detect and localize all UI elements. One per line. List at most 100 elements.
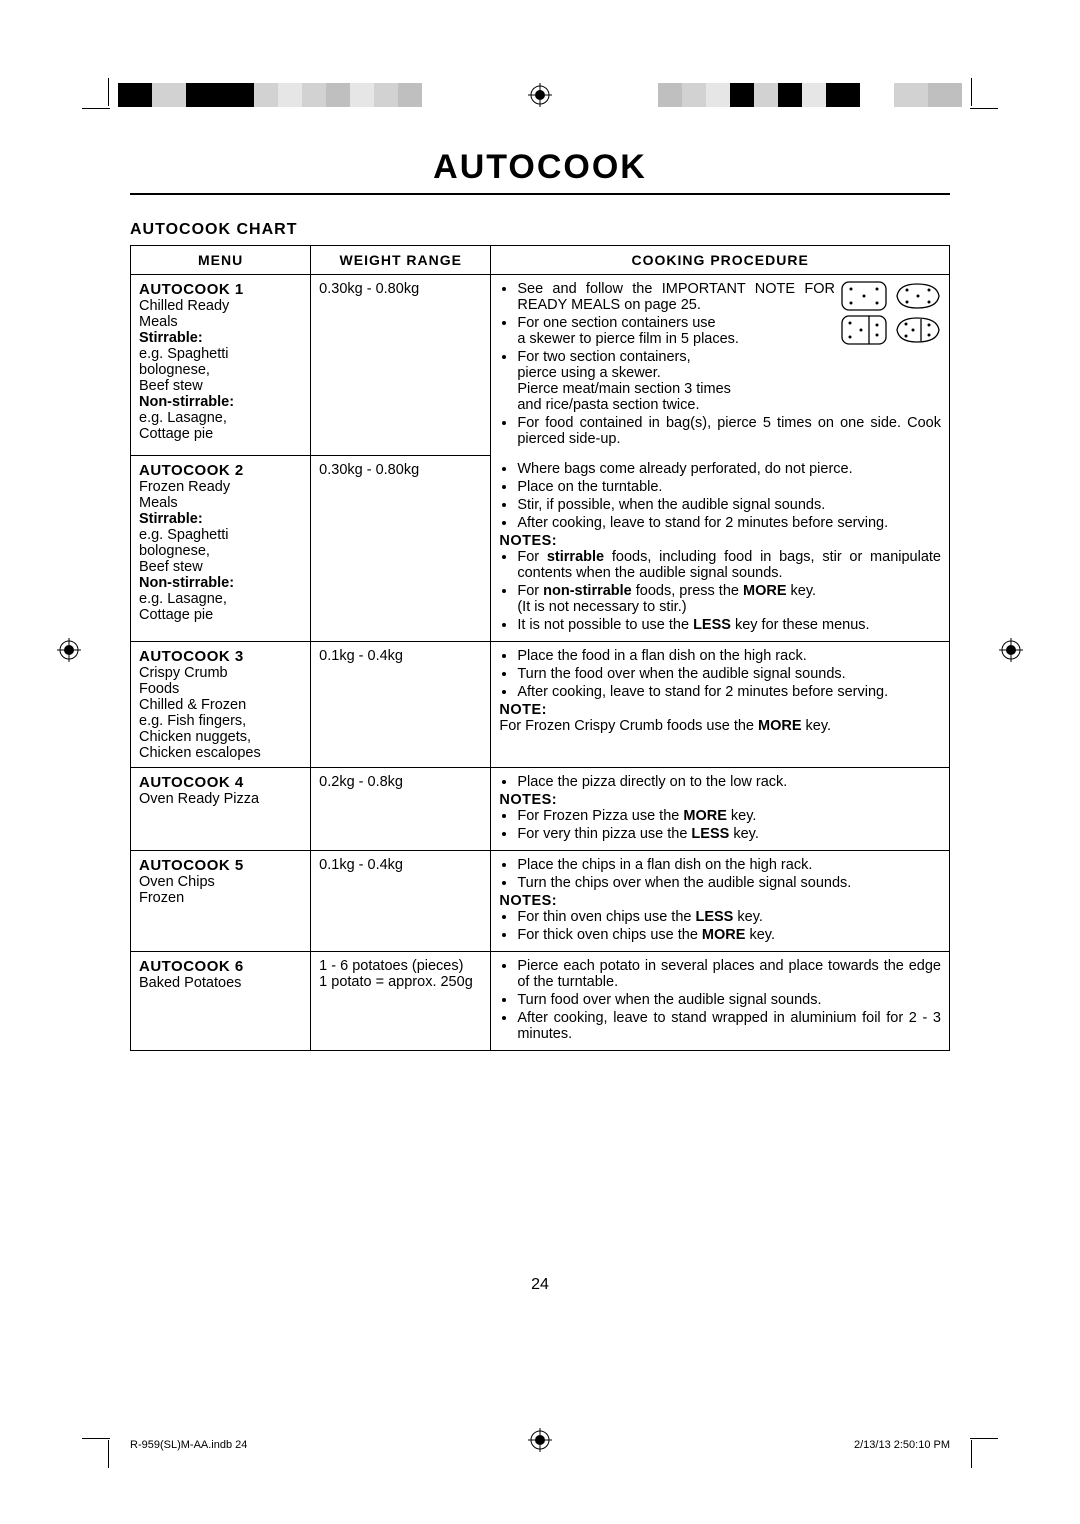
proc-item: It is not possible to use the LESS key f… <box>517 617 941 633</box>
proc-item: Where bags come already perforated, do n… <box>517 461 941 477</box>
proc-item: Turn the chips over when the audible sig… <box>517 875 941 891</box>
menu-text: e.g. Lasagne, <box>139 591 227 607</box>
menu-text: Chilled Ready <box>139 298 229 314</box>
proc-item: Place the pizza directly on to the low r… <box>517 774 941 790</box>
registration-mark-icon <box>528 83 552 107</box>
menu-text: Cottage pie <box>139 426 213 442</box>
menu-text: Meals <box>139 495 178 511</box>
menu-text: bolognese, <box>139 543 210 559</box>
table-row: AUTOCOOK 5 Oven Chips Frozen 0.1kg - 0.4… <box>131 851 950 952</box>
menu-heading: AUTOCOOK 6 <box>139 958 244 975</box>
proc-item: For two section containers, pierce using… <box>517 349 941 413</box>
table-row: AUTOCOOK 4 Oven Ready Pizza 0.2kg - 0.8k… <box>131 768 950 851</box>
menu-cell: AUTOCOOK 1 Chilled Ready Meals Stirrable… <box>131 275 311 456</box>
proc-item: Place on the turntable. <box>517 479 941 495</box>
autocook-chart-table: MENU WEIGHT RANGE COOKING PROCEDURE AUTO… <box>130 245 950 1051</box>
menu-text: Chicken nuggets, <box>139 729 251 745</box>
menu-subhead: Stirrable: <box>139 511 203 527</box>
notes-label: NOTE: <box>499 702 941 718</box>
crop-mark <box>82 1438 110 1439</box>
menu-text: Chilled & Frozen <box>139 697 246 713</box>
proc-item: For thick oven chips use the MORE key. <box>517 927 941 943</box>
registration-mark-icon <box>528 1428 552 1452</box>
table-row: AUTOCOOK 3 Crispy Crumb Foods Chilled & … <box>131 642 950 768</box>
menu-text: Crispy Crumb <box>139 665 228 681</box>
page-number: 24 <box>0 1276 1080 1294</box>
menu-text: Foods <box>139 681 179 697</box>
menu-text: Baked Potatoes <box>139 975 241 991</box>
menu-heading: AUTOCOOK 2 <box>139 462 244 479</box>
header-procedure: COOKING PROCEDURE <box>491 246 950 275</box>
menu-cell: AUTOCOOK 2 Frozen Ready Meals Stirrable:… <box>131 455 311 642</box>
chart-subtitle: AUTOCOOK CHART <box>130 221 950 239</box>
proc-item: For Frozen Pizza use the MORE key. <box>517 808 941 824</box>
weight-cell: 0.1kg - 0.4kg <box>311 642 491 768</box>
menu-text: Frozen Ready <box>139 479 230 495</box>
weight-cell: 0.1kg - 0.4kg <box>311 851 491 952</box>
page-title: AUTOCOOK <box>130 148 950 195</box>
menu-heading: AUTOCOOK 5 <box>139 857 244 874</box>
menu-cell: AUTOCOOK 3 Crispy Crumb Foods Chilled & … <box>131 642 311 768</box>
menu-text: e.g. Fish fingers, <box>139 713 246 729</box>
menu-heading: AUTOCOOK 1 <box>139 281 244 298</box>
crop-mark <box>970 108 998 109</box>
menu-subhead: Stirrable: <box>139 330 203 346</box>
proc-item: For stirrable foods, including food in b… <box>517 549 941 581</box>
menu-text: Meals <box>139 314 178 330</box>
proc-item: For non-stirrable foods, press the MORE … <box>517 583 941 615</box>
table-row: AUTOCOOK 2 Frozen Ready Meals Stirrable:… <box>131 455 950 642</box>
menu-text: Oven Ready Pizza <box>139 791 259 807</box>
proc-item: For food contained in bag(s), pierce 5 t… <box>517 415 941 447</box>
menu-subhead: Non-stirrable: <box>139 394 234 410</box>
header-menu: MENU <box>131 246 311 275</box>
proc-note-text: For Frozen Crispy Crumb foods use the MO… <box>499 718 941 734</box>
procedure-cell: Where bags come already perforated, do n… <box>491 455 950 642</box>
procedure-cell: Place the food in a flan dish on the hig… <box>491 642 950 768</box>
proc-item: Pierce each potato in several places and… <box>517 958 941 990</box>
registration-mark-icon <box>57 638 81 662</box>
notes-label: NOTES: <box>499 533 941 549</box>
proc-item: After cooking, leave to stand wrapped in… <box>517 1010 941 1042</box>
crop-mark <box>82 108 110 109</box>
color-calibration-bar <box>658 83 962 107</box>
menu-cell: AUTOCOOK 6 Baked Potatoes <box>131 952 311 1051</box>
proc-item: After cooking, leave to stand for 2 minu… <box>517 684 941 700</box>
menu-cell: AUTOCOOK 5 Oven Chips Frozen <box>131 851 311 952</box>
menu-text: e.g. Lasagne, <box>139 410 227 426</box>
proc-item: For very thin pizza use the LESS key. <box>517 826 941 842</box>
menu-text: e.g. Spaghetti <box>139 527 229 543</box>
menu-text: Chicken escalopes <box>139 745 261 761</box>
menu-text: Cottage pie <box>139 607 213 623</box>
procedure-cell: Place the pizza directly on to the low r… <box>491 768 950 851</box>
menu-text: Beef stew <box>139 378 203 394</box>
menu-text: Oven Chips <box>139 874 215 890</box>
header-weight: WEIGHT RANGE <box>311 246 491 275</box>
proc-item: Place the chips in a flan dish on the hi… <box>517 857 941 873</box>
menu-text: Frozen <box>139 890 184 906</box>
proc-item: Turn the food over when the audible sign… <box>517 666 941 682</box>
proc-item: After cooking, leave to stand for 2 minu… <box>517 515 941 531</box>
crop-mark <box>108 1440 109 1468</box>
menu-text: bolognese, <box>139 362 210 378</box>
crop-mark <box>970 1438 998 1439</box>
weight-cell: 1 - 6 potatoes (pieces) 1 potato = appro… <box>311 952 491 1051</box>
procedure-cell: Place the chips in a flan dish on the hi… <box>491 851 950 952</box>
footer-file-info: R-959(SL)M-AA.indb 24 <box>130 1439 247 1451</box>
menu-heading: AUTOCOOK 3 <box>139 648 244 665</box>
menu-cell: AUTOCOOK 4 Oven Ready Pizza <box>131 768 311 851</box>
proc-item: For thin oven chips use the LESS key. <box>517 909 941 925</box>
procedure-cell: See and follow the IMPORTANT NOTE FOR RE… <box>491 275 950 456</box>
weight-cell: 0.30kg - 0.80kg <box>311 275 491 456</box>
proc-item: Stir, if possible, when the audible sign… <box>517 497 941 513</box>
menu-subhead: Non-stirrable: <box>139 575 234 591</box>
proc-item: Place the food in a flan dish on the hig… <box>517 648 941 664</box>
menu-text: e.g. Spaghetti <box>139 346 229 362</box>
notes-label: NOTES: <box>499 792 941 808</box>
procedure-cell: Pierce each potato in several places and… <box>491 952 950 1051</box>
menu-text: Beef stew <box>139 559 203 575</box>
container-diagram-icon <box>841 281 941 349</box>
table-row: AUTOCOOK 6 Baked Potatoes 1 - 6 potatoes… <box>131 952 950 1051</box>
color-calibration-bar <box>118 83 422 107</box>
weight-cell: 0.2kg - 0.8kg <box>311 768 491 851</box>
crop-mark <box>971 78 972 106</box>
